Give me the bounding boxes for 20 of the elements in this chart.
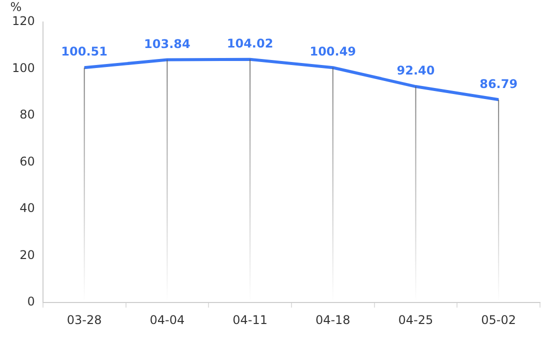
x-tick-label: 03-28 [66,312,102,327]
text: 103.84 [144,36,190,51]
y-tick-label: 60 [20,154,35,168]
x-tick-label: 04-11 [232,312,268,327]
y-tick-label: 0 [27,294,35,309]
y-tick-label: 20 [20,248,35,262]
text: 104.02 [226,36,274,50]
y-tick-label: 120 [12,14,35,28]
text: 86.79 [480,76,518,91]
y-tick-label: 80 [20,108,35,122]
y-axis-title: % [10,0,22,14]
x-tick-label: 04-25 [398,312,434,327]
text: 92.40 [396,64,435,78]
y-tick-label: 40 [20,201,35,216]
y-tick-label: 100 [12,60,35,75]
x-tick-label: 04-04 [150,312,185,327]
x-tick-label: 04-18 [315,312,350,327]
text: 100.49 [310,44,356,59]
text: 100.51 [61,44,108,59]
x-tick-label: 05-02 [481,312,516,327]
